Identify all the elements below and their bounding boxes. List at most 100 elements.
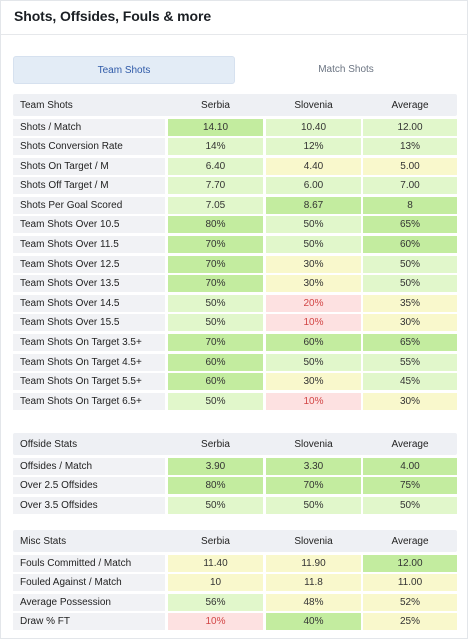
stat-value: 50% [363,275,457,293]
stat-value: 12% [266,138,361,156]
stat-value: 65% [363,334,457,352]
row-label: Over 2.5 Offsides [13,477,165,495]
table-row: Average Possession 56% 48% 52% [13,592,457,612]
stat-value: 7.00 [363,177,457,195]
stat-value: 7.05 [168,196,263,214]
stat-value: 11.8 [266,574,361,592]
page-title: Shots, Offsides, Fouls & more [14,8,212,24]
row-label: Shots Per Goal Scored [13,196,165,214]
row-label: Team Shots On Target 6.5+ [13,392,165,410]
section-header: Offside Stats Serbia Slovenia Average [13,433,457,455]
stat-value: 13% [363,138,457,156]
table-row: Fouls Committed / Match 11.40 11.90 12.00 [13,553,457,573]
section-title: Misc Stats [20,536,67,547]
stat-value: 4.40 [266,157,361,175]
stat-value: 50% [168,392,263,410]
row-label: Fouls Committed / Match [13,554,165,572]
stat-value: 14.10 [168,118,263,136]
stat-value: 45% [363,373,457,391]
stat-value: 30% [266,255,361,273]
stat-value: 60% [363,236,457,254]
column-header: Serbia [201,100,230,111]
table-row: Team Shots On Target 4.5+ 60% 50% 55% [13,352,457,372]
row-label: Team Shots Over 14.5 [13,294,165,312]
table-row: Team Shots Over 14.5 50% 20% 35% [13,293,457,313]
stat-value: 11.40 [168,554,263,572]
row-label: Shots / Match [13,118,165,136]
stats-section: Team Shots Serbia Slovenia Average Shots / M… [13,94,457,411]
table-row: Shots Conversion Rate 14% 12% 13% [13,137,457,157]
row-label: Shots Off Target / M [13,177,165,195]
stat-value: 50% [363,496,457,514]
stats-section: Misc Stats Serbia Slovenia Average Fouls Com… [13,530,457,631]
table-row: Team Shots Over 11.5 70% 50% 60% [13,235,457,255]
tab-bar: Team Shots Match Shots [13,56,457,84]
row-label: Over 3.5 Offsides [13,496,165,514]
stat-value: 30% [266,275,361,293]
stat-value: 10.40 [266,118,361,136]
table-row: Team Shots Over 15.5 50% 10% 30% [13,313,457,333]
column-header: Serbia [201,536,230,547]
stat-value: 60% [168,373,263,391]
stat-value: 12.00 [363,554,457,572]
row-label: Team Shots Over 15.5 [13,314,165,332]
stat-value: 50% [168,496,263,514]
stat-value: 50% [363,255,457,273]
stat-value: 70% [168,334,263,352]
table-row: Over 2.5 Offsides 80% 70% 75% [13,476,457,496]
table-row: Shots On Target / M 6.40 4.40 5.00 [13,156,457,176]
stat-value: 10% [266,314,361,332]
row-label: Team Shots Over 10.5 [13,216,165,234]
stat-value: 50% [266,353,361,371]
table-row: Over 3.5 Offsides 50% 50% 50% [13,495,457,515]
column-header: Average [391,536,429,547]
stat-value: 11.00 [363,574,457,592]
column-header: Slovenia [294,439,333,450]
stat-value: 35% [363,294,457,312]
table-row: Team Shots On Target 6.5+ 50% 10% 30% [13,391,457,411]
row-label: Team Shots On Target 4.5+ [13,353,165,371]
row-label: Team Shots Over 11.5 [13,236,165,254]
stat-value: 3.90 [168,457,263,475]
stat-value: 25% [363,613,457,631]
stats-section: Offside Stats Serbia Slovenia Average Offsid… [13,433,457,515]
tab-match-shots[interactable]: Match Shots [318,64,374,75]
section-title: Team Shots [20,100,73,111]
column-header: Slovenia [294,536,333,547]
stat-value: 50% [266,216,361,234]
stat-value: 70% [168,255,263,273]
table-row: Fouled Against / Match 10 11.8 11.00 [13,573,457,593]
stat-value: 80% [168,477,263,495]
stat-value: 5.00 [363,157,457,175]
stat-value: 60% [168,353,263,371]
stat-value: 6.00 [266,177,361,195]
stat-value: 12.00 [363,118,457,136]
section-header: Misc Stats Serbia Slovenia Average [13,530,457,552]
stat-value: 80% [168,216,263,234]
stat-value: 48% [266,593,361,611]
row-label: Team Shots Over 12.5 [13,255,165,273]
stat-value: 3.30 [266,457,361,475]
stat-value: 30% [363,314,457,332]
stat-value: 55% [363,353,457,371]
row-label: Average Possession [13,593,165,611]
stat-value: 50% [168,314,263,332]
row-label: Shots On Target / M [13,157,165,175]
stat-value: 4.00 [363,457,457,475]
row-label: Team Shots On Target 3.5+ [13,334,165,352]
row-label: Team Shots Over 13.5 [13,275,165,293]
stat-value: 50% [266,496,361,514]
table-row: Team Shots On Target 3.5+ 70% 60% 65% [13,333,457,353]
row-label: Draw % FT [13,613,165,631]
stat-value: 70% [168,236,263,254]
table-row: Draw % FT 10% 40% 25% [13,612,457,632]
stat-value: 50% [168,294,263,312]
table-row: Shots Per Goal Scored 7.05 8.67 8 [13,195,457,215]
stat-value: 10% [168,613,263,631]
row-label: Fouled Against / Match [13,574,165,592]
panel-header: Shots, Offsides, Fouls & more [1,1,468,35]
tab-team-shots[interactable]: Team Shots [13,56,235,84]
stat-value: 52% [363,593,457,611]
stat-value: 65% [363,216,457,234]
